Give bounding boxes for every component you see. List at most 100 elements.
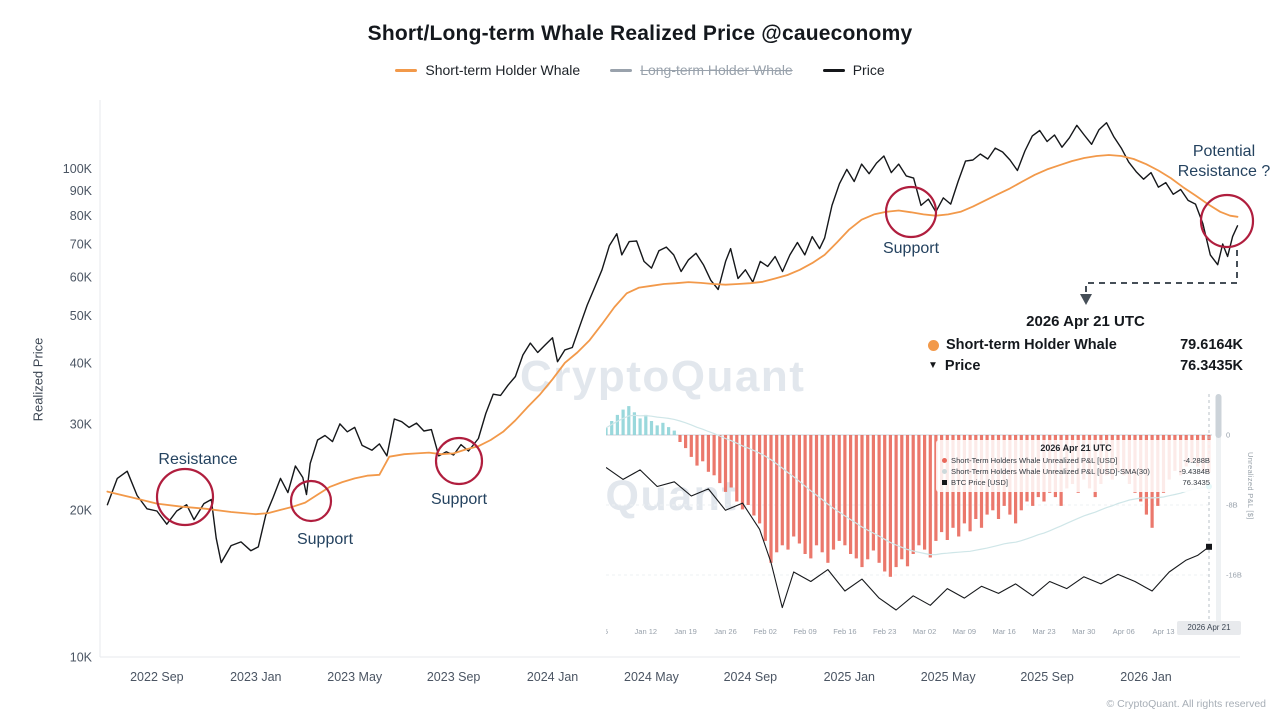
- legend-swatch-icon: [395, 68, 418, 72]
- inset-y-tick-label: -8B: [1226, 501, 1238, 510]
- inset-legend: 2026 Apr 21 UTC Short-Term Holders Whale…: [936, 440, 1216, 492]
- pnl-bar: [871, 435, 875, 551]
- x-tick-label: 2024 Jan: [527, 670, 578, 684]
- price-end-marker: [1206, 543, 1212, 550]
- inset-legend-label: BTC Price [USD]: [951, 478, 1008, 487]
- pnl-bar: [644, 414, 648, 435]
- pnl-bar: [769, 435, 773, 563]
- pnl-bar: [718, 435, 722, 484]
- pnl-bar: [649, 421, 654, 435]
- pnl-bar: [655, 425, 659, 435]
- y-tick-label: 100K: [63, 162, 93, 176]
- pnl-bar: [883, 435, 887, 572]
- inset-x-tick-label: Mar 23: [1032, 627, 1055, 636]
- inset-x-tick-label: Mar 16: [993, 627, 1016, 636]
- pnl-bar: [678, 435, 682, 442]
- inset-cursor-date-badge: 2026 Apr 21: [1177, 621, 1241, 635]
- inset-legend-label: Short-Term Holders Whale Unrealized P&L …: [951, 467, 1150, 476]
- pnl-bar: [792, 435, 796, 537]
- pnl-bar: [831, 435, 836, 550]
- pnl-bar: [632, 412, 636, 436]
- inset-y-tick-label: 0: [1226, 431, 1230, 440]
- pnl-bar: [701, 435, 705, 462]
- legend-item-long-term-holder-whale[interactable]: Long-term Holder Whale: [610, 62, 793, 78]
- pnl-bar: [780, 435, 784, 546]
- annotation-label: Support: [296, 531, 354, 548]
- inset-x-tick-label: Feb 23: [873, 627, 896, 636]
- triangle-down-icon: ▼: [928, 360, 938, 371]
- tooltip-row: Short-term Holder Whale 79.6164K: [928, 337, 1243, 353]
- pnl-bar: [712, 435, 716, 476]
- inset-y-tick-label: -16B: [1226, 571, 1242, 580]
- chart-title: Short/Long-term Whale Realized Price @ca…: [367, 22, 913, 45]
- pnl-bar: [763, 435, 767, 541]
- y-tick-label: 10K: [70, 651, 93, 665]
- pnl-bar: [854, 435, 858, 559]
- pnl-bar: [610, 421, 614, 435]
- pnl-bar: [843, 435, 847, 546]
- tooltip-series-label: Price: [944, 358, 981, 374]
- pnl-bar: [606, 428, 608, 435]
- pnl-bar: [740, 435, 745, 510]
- tooltip: 2026 Apr 21 UTC Short-term Holder Whale 7…: [928, 313, 1243, 379]
- y-tick-label: 40K: [70, 356, 93, 370]
- x-tick-label: 2023 Sep: [427, 670, 481, 684]
- pnl-bar: [917, 435, 921, 546]
- legend-item-price[interactable]: Price: [822, 62, 885, 78]
- inset-chart-svg[interactable]: 0 -8B -16B 5 Jan 12 Jan 19 Jan 26 Feb 02 Feb 09 F…: [606, 388, 1244, 656]
- pnl-bar: [905, 435, 910, 567]
- inset-legend-value: -4.288B: [1183, 456, 1210, 465]
- y-tick-label: 70K: [70, 238, 93, 252]
- pnl-bar: [621, 409, 625, 435]
- pnl-bar: [860, 435, 864, 568]
- inset-legend-label: Short-Term Holders Whale Unrealized P&L …: [951, 456, 1118, 465]
- annotation-circle: [884, 185, 938, 239]
- inset-scrollbar-thumb[interactable]: [1215, 394, 1222, 438]
- dot-marker-icon: [942, 458, 947, 463]
- legend-label: Price: [852, 62, 885, 78]
- annotation-label: Support: [430, 491, 488, 508]
- pnl-bar: [820, 435, 824, 553]
- square-marker-icon: [942, 480, 947, 485]
- inset-x-tick-label: Jan 12: [635, 627, 658, 636]
- inset-legend-date: 2026 Apr 21 UTC: [1040, 443, 1112, 453]
- legend-label: Short-term Holder Whale: [425, 62, 581, 78]
- annotation-circle: [434, 436, 484, 486]
- pnl-bar: [667, 427, 671, 435]
- inset-x-tick-label: 5: [606, 627, 608, 636]
- legend-item-short-term-holder-whale[interactable]: Short-term Holder Whale: [395, 62, 580, 78]
- inset-legend-value: 76.3435: [1182, 478, 1210, 487]
- annotation-label: Support: [882, 240, 940, 257]
- inset-x-tick-label: Jan 19: [674, 627, 697, 636]
- pnl-bar: [672, 430, 676, 435]
- y-tick-label: 60K: [70, 270, 93, 284]
- inset-legend-row: Short-Term Holders Whale Unrealized P&L …: [942, 466, 1210, 477]
- x-tick-label: 2025 Sep: [1020, 670, 1074, 684]
- pnl-bar: [809, 435, 813, 559]
- pnl-bar: [923, 435, 927, 550]
- pnl-bar: [826, 435, 830, 563]
- inset-x-tick-label: Mar 30: [1072, 627, 1095, 636]
- tooltip-date: 2026 Apr 21 UTC: [1026, 313, 1145, 330]
- pnl-bar: [786, 435, 790, 550]
- annotation-circle: [289, 479, 333, 523]
- inset-x-tick-label: Mar 09: [953, 627, 976, 636]
- pnl-bar: [638, 418, 642, 435]
- pnl-bar: [866, 435, 870, 560]
- y-tick-label: 30K: [70, 417, 93, 431]
- annotation-label: Potential Resistance ?: [1177, 143, 1271, 180]
- inset-x-tick-label: Mar 02: [913, 627, 936, 636]
- legend-swatch-icon: [822, 68, 845, 72]
- pnl-bar: [758, 435, 762, 524]
- pnl-bar: [894, 435, 898, 568]
- inset-scrollbar-track[interactable]: [1216, 394, 1221, 628]
- pnl-bar: [888, 435, 892, 577]
- x-tick-label: 2025 Jan: [824, 670, 875, 684]
- inset-legend-row: BTC Price [USD] 76.3435: [942, 477, 1210, 488]
- pnl-bar: [684, 435, 688, 449]
- y-tick-label: 50K: [70, 309, 93, 323]
- x-tick-label: 2023 Jan: [230, 670, 281, 684]
